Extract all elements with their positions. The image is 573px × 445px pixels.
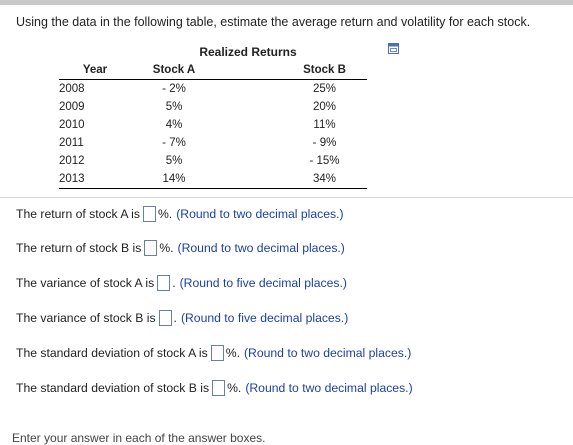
cell-year: 2009 (59, 101, 85, 113)
question-text: Using the data in the following table, e… (16, 15, 531, 29)
table-caption: Realized Returns (199, 44, 297, 59)
answer-label: The variance of stock A is (16, 276, 155, 290)
rounding-hint: (Round to five decimal places.) (180, 311, 349, 325)
returns-table-container: Realized Returns Year Stock A Stock B 20… (59, 42, 367, 189)
return-b-input[interactable] (144, 240, 158, 256)
table-row: 2012 5% - 15% (59, 152, 367, 170)
answer-suffix: . (173, 311, 177, 325)
answer-label: The variance of stock B is (16, 311, 156, 325)
rounding-hint: (Round to two decimal places.) (177, 241, 345, 255)
cell-stock-b: 34% (262, 170, 367, 189)
answer-label: The standard deviation of stock A is (16, 346, 208, 360)
cell-stock-a: - 7% (162, 137, 186, 149)
table-row: 2009 5% 20% (59, 98, 367, 116)
rounding-hint: (Round to two decimal places.) (243, 346, 412, 360)
returns-table: Realized Returns Year Stock A Stock B 20… (59, 42, 367, 189)
cell-year: 2008 (59, 83, 85, 95)
cell-stock-b: - 9% (312, 137, 337, 149)
answer-suffix: %. (227, 381, 242, 395)
cell-year: 2013 (59, 170, 131, 189)
cell-stock-b: 11% (313, 119, 336, 131)
answer-label: The standard deviation of stock B is (16, 381, 210, 395)
top-divider (0, 0, 573, 5)
table-row: 2013 14% 34% (59, 170, 367, 189)
copy-to-clipboard-icon[interactable] (388, 43, 399, 54)
footer-instruction: Enter your answer in each of the answer … (12, 431, 266, 445)
answer-suffix: . (172, 276, 176, 290)
answer-row-variance-b: The variance of stock B is . (Round to f… (16, 310, 348, 326)
answer-label: The return of stock B is (16, 241, 142, 255)
section-divider (0, 197, 573, 198)
cell-stock-a: 14% (131, 170, 217, 189)
cell-stock-a: - 2% (162, 83, 186, 95)
variance-b-input[interactable] (158, 310, 172, 326)
cell-year: 2012 (59, 155, 85, 167)
cell-stock-b: 25% (312, 83, 337, 95)
table-row: 2008 - 2% 25% (59, 80, 367, 99)
answer-row-variance-a: The variance of stock A is . (Round to f… (16, 275, 347, 291)
variance-a-input[interactable] (157, 275, 171, 291)
table-row: 2010 4% 11% (59, 116, 367, 134)
cell-stock-a: 4% (165, 119, 183, 131)
stdev-a-input[interactable] (210, 345, 224, 361)
cell-stock-b: 20% (312, 101, 337, 113)
cell-stock-b: - 15% (309, 155, 340, 167)
answer-row-return-b: The return of stock B is %. (Round to tw… (16, 240, 345, 256)
answer-row-stdev-b: The standard deviation of stock B is %. … (16, 380, 413, 396)
answer-suffix: %. (157, 207, 173, 221)
answer-row-stdev-a: The standard deviation of stock A is %. … (16, 345, 411, 361)
answer-label: The return of stock A is (16, 207, 140, 221)
header-gap (217, 61, 262, 80)
rounding-hint: (Round to two decimal places.) (245, 381, 413, 395)
answer-suffix: %. (159, 241, 174, 255)
stdev-b-input[interactable] (212, 380, 226, 396)
cell-year: 2011 (59, 137, 84, 149)
rounding-hint: (Round to five decimal places.) (179, 276, 347, 290)
header-stock-b: Stock B (262, 61, 367, 80)
return-a-input[interactable] (142, 206, 156, 222)
table-row: 2011 - 7% - 9% (59, 134, 367, 152)
cell-stock-a: 5% (165, 155, 183, 167)
rounding-hint: (Round to two decimal places.) (176, 207, 344, 221)
answer-suffix: %. (225, 346, 240, 360)
answer-row-return-a: The return of stock A is %. (Round to tw… (16, 206, 344, 222)
cell-stock-a: 5% (165, 101, 183, 113)
header-year: Year (59, 61, 131, 80)
cell-year: 2010 (59, 119, 85, 131)
header-stock-a: Stock A (131, 61, 217, 80)
